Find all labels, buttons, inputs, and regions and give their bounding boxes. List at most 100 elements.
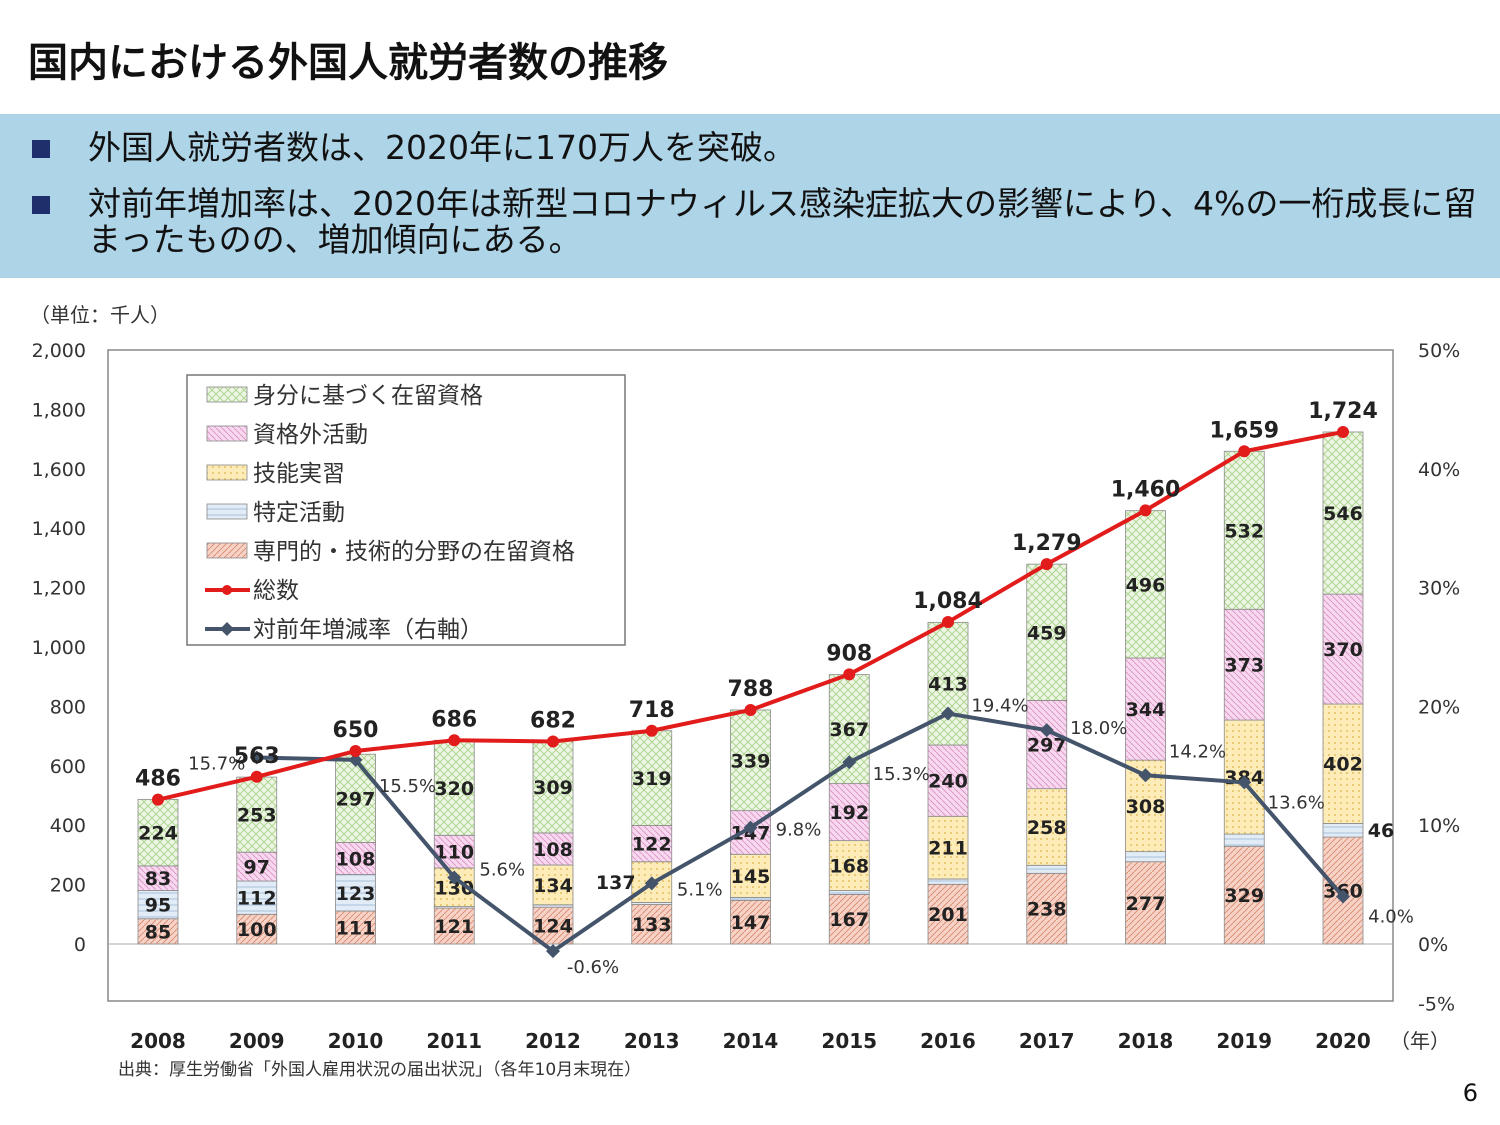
growth-rate-line <box>256 711 1345 954</box>
total-point <box>349 744 362 757</box>
x-tick-label: 2015 <box>821 1029 877 1053</box>
legend-label: 特定活動 <box>253 500 345 526</box>
growth-rate-point <box>546 944 560 959</box>
growth-rate-point <box>1138 768 1153 783</box>
growth-rate-label: 15.7% <box>188 753 245 774</box>
bar-value-label: 258 <box>1027 817 1067 839</box>
total-label: 788 <box>728 677 774 702</box>
bar-value-label: 122 <box>632 834 672 856</box>
page-number: 6 <box>1462 1079 1478 1107</box>
bar-value-label: 496 <box>1126 574 1166 596</box>
total-point <box>843 668 856 681</box>
growth-rate-label: 4.0% <box>1368 906 1414 927</box>
bar-segment-status <box>1026 563 1068 701</box>
total-label: 1,279 <box>1012 531 1082 556</box>
total-label: 1,084 <box>913 589 983 614</box>
bar-segment-specific <box>1223 833 1265 847</box>
total-point <box>942 616 954 629</box>
bar-segment-status <box>631 730 673 826</box>
right-tick-label: 40% <box>1418 459 1460 481</box>
x-tick-label: 2016 <box>920 1029 976 1053</box>
left-tick-label: 0 <box>74 934 86 956</box>
bar-segment-specific <box>730 896 771 901</box>
bar-value-label: 297 <box>336 788 376 810</box>
left-axis: 2,000 1,800 1,600 1,400 1,200 1,000 800 600 400 2… <box>32 340 86 956</box>
bar-segment-training <box>532 864 574 906</box>
bar-segment-professional <box>433 907 475 945</box>
right-tick-label: 30% <box>1418 578 1460 600</box>
growth-rate-point <box>941 706 955 721</box>
bar-segment-nonqualified <box>927 744 969 817</box>
total-point <box>1337 425 1349 438</box>
bar-value-label: 373 <box>1224 655 1264 677</box>
bar-value-label: 546 <box>1323 503 1363 525</box>
bar-value-label: 532 <box>1224 520 1264 542</box>
legend-swatch <box>206 464 248 481</box>
total-point <box>547 735 559 748</box>
legend-label: 身分に基づく在留資格 <box>253 383 483 409</box>
x-tick-label: 2009 <box>229 1029 285 1053</box>
bar-value-label: 319 <box>632 768 672 790</box>
bar-value-label: 95 <box>145 895 171 917</box>
left-tick-label: 1,200 <box>32 578 86 600</box>
legend: 身分に基づく在留資格資格外活動技能実習特定活動専門的・技術的分野の在留資格総数対… <box>186 374 626 646</box>
bar-segment-status <box>730 709 771 812</box>
bar-value-label: 85 <box>145 921 171 943</box>
legend-label: 専門的・技術的分野の在留資格 <box>253 539 575 565</box>
legend-box <box>186 374 626 646</box>
summary-banner: 外国人就労者数は、2020年に170万人を突破。 対前年増加率は、2020年は新… <box>0 114 1500 278</box>
bar-segment-specific <box>137 890 179 920</box>
bar-segment-status <box>236 776 278 853</box>
bar-segment-status <box>335 753 376 843</box>
total-point <box>152 793 164 806</box>
left-tick-label: 200 <box>50 875 86 897</box>
right-tick-label: 50% <box>1418 340 1460 362</box>
growth-rate-label: 5.1% <box>677 879 723 900</box>
bar-value-label: 367 <box>829 719 869 741</box>
legend-swatch <box>206 542 248 559</box>
x-tick-label: 2013 <box>624 1029 680 1053</box>
total-series: 486 563 650 686 682 718 788 908 1,084 1,279 1,460 1… <box>135 399 1378 806</box>
left-tick-label: 1,800 <box>32 399 86 421</box>
bar-value-label: 238 <box>1027 899 1067 921</box>
page-title: 国内における外国人就労者数の推移 <box>28 40 668 86</box>
x-tick-label: 2019 <box>1216 1029 1272 1053</box>
growth-rate-point <box>447 870 462 885</box>
growth-rate-label: 18.0% <box>1070 718 1127 739</box>
growth-rate-label: 5.6% <box>479 859 525 880</box>
bar-segment-nonqualified <box>236 851 278 882</box>
growth-rate-point <box>842 755 857 770</box>
bar-segment-status <box>1322 431 1364 595</box>
x-tick-label: 2018 <box>1118 1029 1174 1053</box>
growth-rate-label: 19.4% <box>971 696 1028 717</box>
bar-segment-specific <box>1026 864 1068 874</box>
total-label: 682 <box>530 708 576 733</box>
bar-value-label: 277 <box>1126 893 1166 915</box>
bar-value-label: 137 <box>596 872 636 894</box>
bar-segment-nonqualified <box>631 825 673 863</box>
bar-value-label: 83 <box>145 868 171 890</box>
legend-label: 総数 <box>253 578 299 604</box>
bar-value-label: 46 <box>1368 820 1394 842</box>
bar-value-label: 402 <box>1323 754 1363 776</box>
bar-segment-specific <box>236 880 278 915</box>
total-label: 908 <box>826 641 872 666</box>
x-tick-label: 2014 <box>723 1029 779 1053</box>
bar-segment-training <box>1026 788 1068 866</box>
total-label: 718 <box>629 698 675 723</box>
left-tick-label: 2,000 <box>32 340 86 362</box>
bar-segment-specific <box>1322 823 1364 838</box>
bar-segment-professional <box>532 906 574 945</box>
growth-rate-point <box>1336 889 1350 904</box>
bar-segment-training <box>927 815 969 880</box>
growth-rate-label: -0.6% <box>567 957 619 978</box>
bar-value-label: 320 <box>434 778 474 800</box>
bar-value-label: 192 <box>829 802 869 824</box>
x-tick-label: 2008 <box>130 1029 186 1053</box>
growth-rate-series: 15.7% 15.5% 5.6% -0.6% 5.1% 9.8% 15.3% 19.4% 18.… <box>188 696 1414 979</box>
bar-segment-nonqualified <box>1026 700 1068 790</box>
bar-segment-status <box>137 798 179 867</box>
total-label: 563 <box>234 744 280 769</box>
right-tick-label: -5% <box>1418 993 1455 1015</box>
bar-value-label: 224 <box>138 823 178 845</box>
